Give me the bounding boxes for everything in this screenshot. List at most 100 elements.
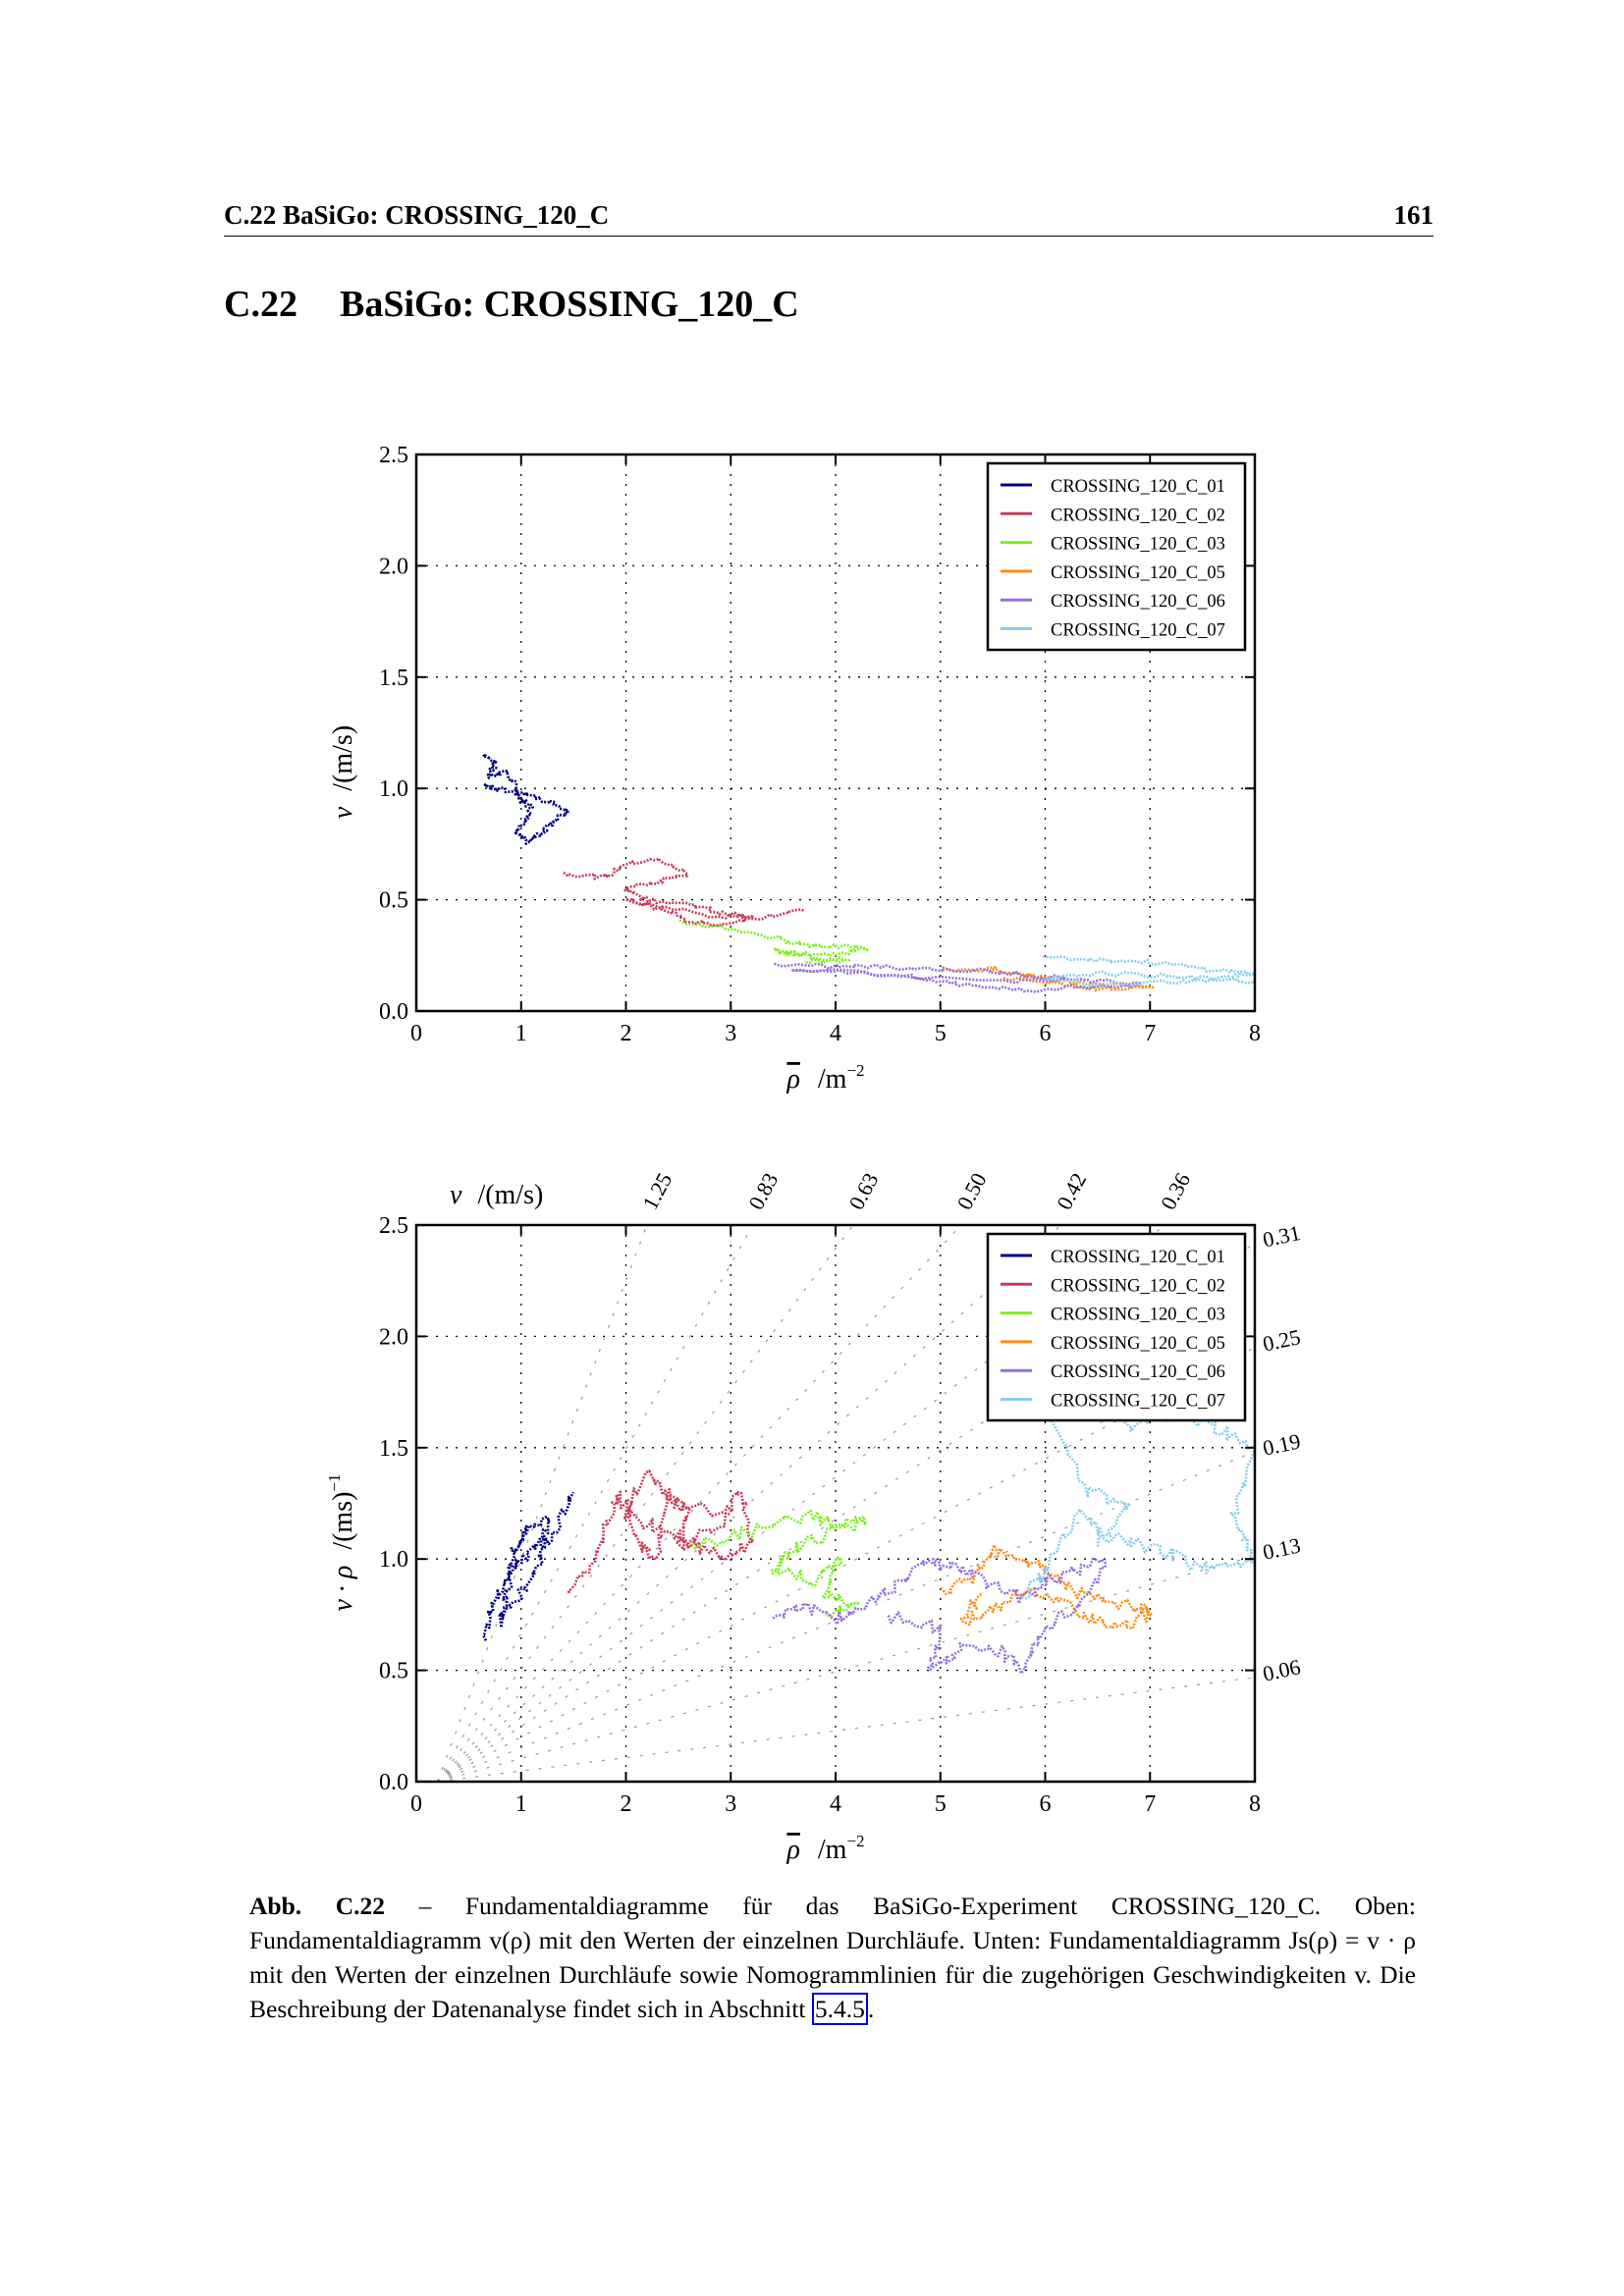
data-series xyxy=(481,754,1255,993)
x-axis-symbol: ρ xyxy=(785,1064,799,1095)
nomogram-top-label: 0.63 xyxy=(843,1169,883,1214)
nomogram-line xyxy=(436,1225,754,1782)
series-crossing-120-c-02 xyxy=(563,857,805,928)
nomogram-top-label: 0.36 xyxy=(1156,1169,1195,1214)
y-axis-exp: −1 xyxy=(325,1473,344,1491)
legend-label: CROSSING_120_C_07 xyxy=(1051,621,1225,641)
x-axis-unit: /m xyxy=(818,1835,847,1865)
y-tick-label: 0.0 xyxy=(379,999,408,1025)
caption-label: Abb. C.22 xyxy=(249,1892,386,1920)
legend-label: CROSSING_120_C_01 xyxy=(1051,1248,1225,1267)
chart-bottom-flow-diagram: 1.25 0.83 0.63 0.50 0.42 0.360.310.250.190.13… xyxy=(325,1169,1303,1865)
x-tick-label: 8 xyxy=(1249,1021,1261,1046)
chart-top-fundamental-diagram: 0 1 2 3 4 5 6 7 8 0.0 0.5 1.0 1.5 2.0 2.5 ρ/m−2 v /(m/s) C… xyxy=(328,443,1261,1095)
section-title: C.22 BaSiGo: CROSSING_120_C xyxy=(224,283,799,326)
x-tick-label: 1 xyxy=(515,1021,527,1046)
series-crossing-120-c-06 xyxy=(772,1557,1107,1676)
x-tick-label: 2 xyxy=(621,1791,632,1817)
x-tick-label: 8 xyxy=(1249,1791,1261,1817)
y-tick-label: 2.0 xyxy=(379,1324,408,1350)
x-tick-label: 5 xyxy=(935,1791,947,1817)
top-axis-symbol: v xyxy=(450,1180,462,1210)
legend-frame xyxy=(986,1232,1247,1422)
series-crossing-120-c-05 xyxy=(940,1543,1154,1630)
nomogram-line xyxy=(437,1677,1255,1782)
x-tick-label: 0 xyxy=(410,1791,422,1817)
caption-text: – Fundamentaldiagramme für das BaSiGo-Ex… xyxy=(249,1892,1417,2023)
series-crossing-120-c-03 xyxy=(678,919,869,965)
legend: CROSSING_120_C_01 CROSSING_120_C_02 CROSSI… xyxy=(986,1232,1247,1422)
legend: CROSSING_120_C_01 CROSSING_120_C_02 CROSSI… xyxy=(986,461,1247,652)
series-crossing-120-c-03 xyxy=(689,1509,867,1619)
y-axis-symbol: v xyxy=(328,806,358,819)
legend-label: CROSSING_120_C_07 xyxy=(1051,1392,1225,1412)
x-tick-label: 3 xyxy=(725,1021,736,1046)
x-axis-exp: −2 xyxy=(846,1832,864,1850)
section-name: BaSiGo: CROSSING_120_C xyxy=(340,284,799,325)
nomogram-top-label: 0.42 xyxy=(1052,1169,1091,1214)
nomogram-right-label: 0.25 xyxy=(1261,1324,1303,1356)
nomogram-line xyxy=(436,1225,1062,1782)
legend-label: CROSSING_120_C_02 xyxy=(1051,506,1225,525)
legend-label: CROSSING_120_C_03 xyxy=(1051,535,1225,555)
y-tick-label: 2.0 xyxy=(379,554,408,579)
y-tick-label: 1.5 xyxy=(379,666,408,691)
y-axis-unit: /(ms) xyxy=(328,1492,358,1550)
running-head: C.22 BaSiGo: CROSSING_120_C 161 xyxy=(224,196,1434,237)
y-axis-symbol: v · ρ xyxy=(328,1566,358,1612)
x-tick-label: 6 xyxy=(1040,1791,1052,1817)
nomogram-line xyxy=(437,1555,1255,1782)
x-axis-exp: −2 xyxy=(846,1061,864,1080)
page-number: 161 xyxy=(1393,200,1435,230)
running-head-title: C.22 BaSiGo: CROSSING_120_C xyxy=(224,200,610,230)
nomogram-right-label: 0.19 xyxy=(1261,1428,1303,1460)
nomogram-top-label: 1.25 xyxy=(637,1169,677,1214)
x-tick-label: 6 xyxy=(1040,1021,1052,1046)
figure-charts: 0 1 2 3 4 5 6 7 80.00.51.01.52.02.5ρ/m−2v/(m/s)C… xyxy=(325,443,1303,1865)
x-tick-label: 0 xyxy=(410,1021,422,1046)
x-tick-label: 7 xyxy=(1144,1021,1156,1046)
x-axis-symbol: ρ xyxy=(785,1835,799,1865)
legend-label: CROSSING_120_C_03 xyxy=(1051,1306,1225,1325)
section-number: C.22 xyxy=(224,284,298,325)
legend-label: CROSSING_120_C_06 xyxy=(1051,1362,1225,1382)
legend-label: CROSSING_120_C_05 xyxy=(1051,1334,1225,1354)
series-crossing-120-c-07 xyxy=(1043,955,1255,988)
caption-end: . xyxy=(867,1995,875,2023)
figure-caption: Abb. C.22 – Fundamentaldiagramme für das… xyxy=(249,1889,1416,2026)
y-tick-label: 2.5 xyxy=(379,443,408,468)
top-axis-label: v /(m/s) xyxy=(450,1180,543,1210)
series-crossing-120-c-05 xyxy=(942,966,1155,992)
nomogram-line xyxy=(436,1225,962,1782)
x-axis-unit: /m xyxy=(818,1064,847,1095)
y-tick-label: 1.0 xyxy=(379,1547,408,1573)
x-tick-label: 7 xyxy=(1144,1791,1156,1817)
section-link[interactable]: 5.4.5 xyxy=(811,1993,868,2025)
nomogram-right-label: 0.31 xyxy=(1261,1220,1303,1252)
x-axis-label: ρ/m−2 xyxy=(785,1832,864,1865)
legend-label: CROSSING_120_C_02 xyxy=(1051,1276,1225,1296)
y-axis-unit: /(m/s) xyxy=(328,725,358,791)
y-tick-label: 2.5 xyxy=(379,1213,408,1239)
x-tick-label: 3 xyxy=(725,1791,736,1817)
legend-label: CROSSING_120_C_06 xyxy=(1051,592,1225,612)
y-tick-label: 1.5 xyxy=(379,1436,408,1462)
series-crossing-120-c-06 xyxy=(773,962,1144,993)
data-series xyxy=(482,1399,1255,1676)
x-tick-label: 5 xyxy=(935,1021,947,1046)
y-axis-label: v /(m/s) xyxy=(328,725,358,819)
x-tick-label: 2 xyxy=(621,1021,632,1046)
legend-label: CROSSING_120_C_05 xyxy=(1051,563,1225,583)
series-crossing-120-c-01 xyxy=(482,1491,575,1641)
nomogram-lines xyxy=(436,1225,1255,1782)
nomogram-top-label: 0.83 xyxy=(743,1169,783,1214)
x-tick-label: 1 xyxy=(515,1791,527,1817)
y-axis-label: v · ρ /(ms)−1 xyxy=(325,1473,358,1611)
nomogram-right-label: 0.06 xyxy=(1261,1654,1303,1685)
y-tick-label: 1.0 xyxy=(379,776,408,802)
series-crossing-120-c-01 xyxy=(481,754,569,845)
legend-frame xyxy=(986,461,1247,652)
x-axis-label: ρ/m−2 xyxy=(785,1061,864,1095)
series-crossing-120-c-02 xyxy=(567,1469,754,1594)
legend-label: CROSSING_120_C_01 xyxy=(1051,477,1225,497)
